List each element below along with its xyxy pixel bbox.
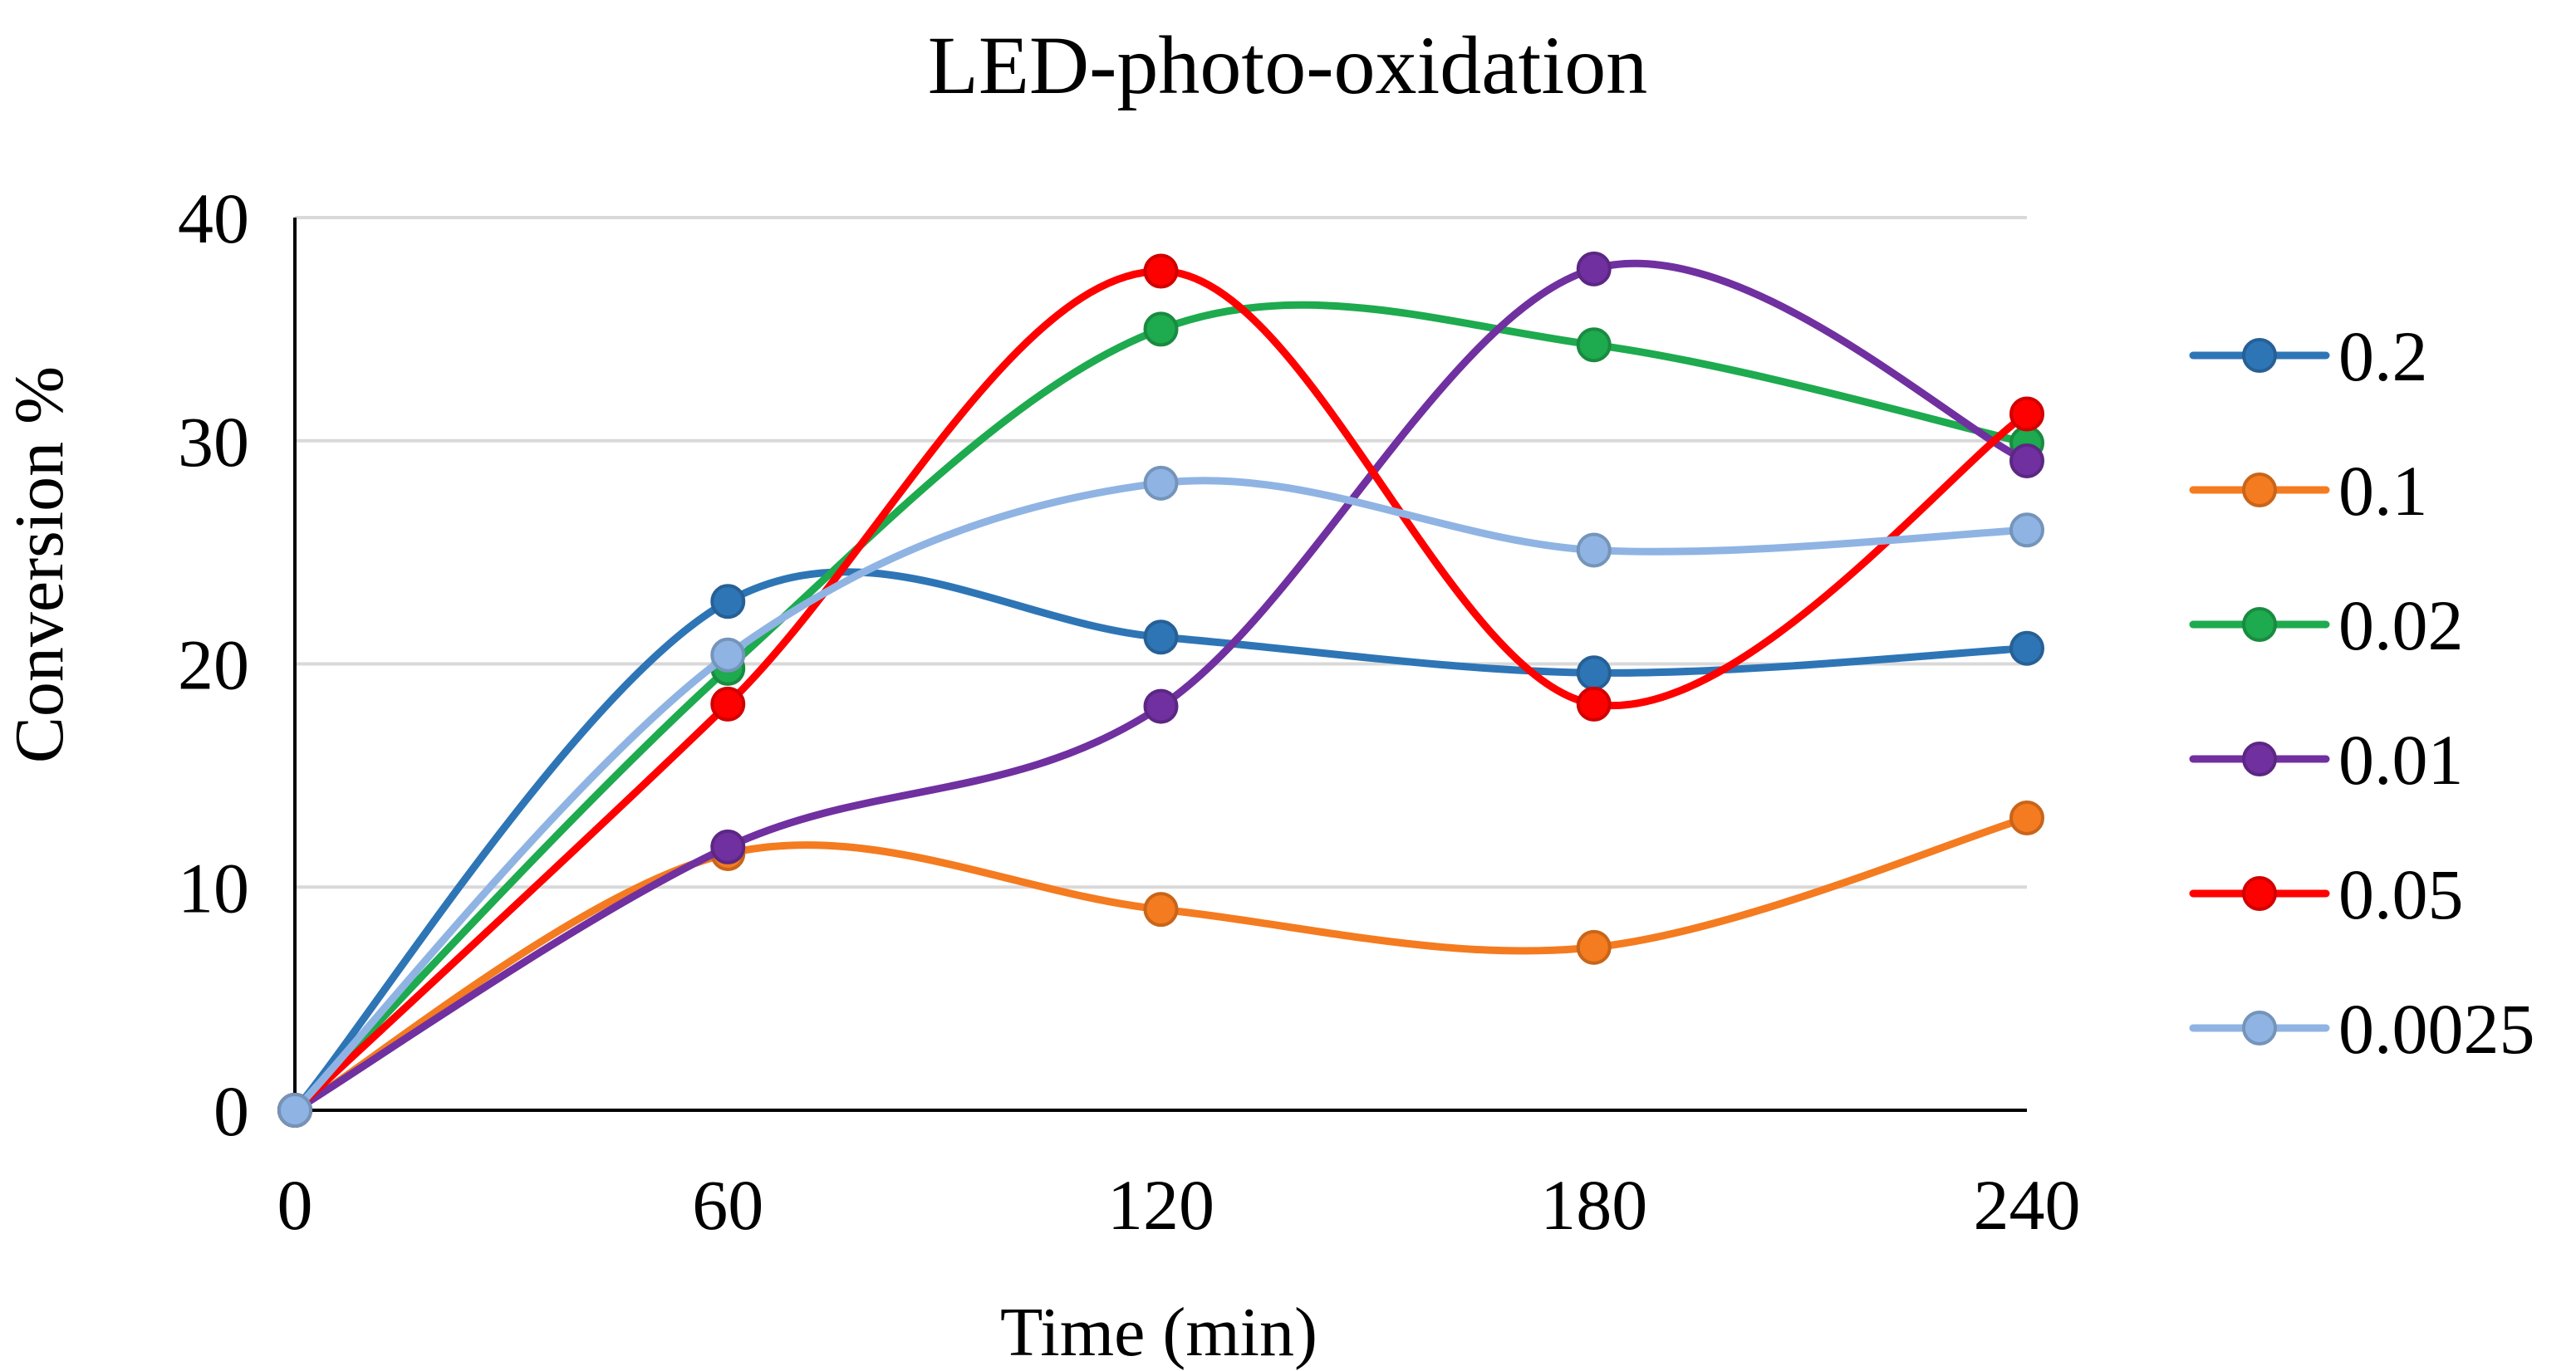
y-tick-label: 10 (178, 848, 249, 928)
data-point (1576, 532, 1612, 568)
data-point (1143, 253, 1179, 289)
legend-marker (2242, 473, 2277, 507)
legend: 0.2 0.1 0.02 0.01 0.05 0.0025 (2189, 316, 2535, 1069)
x-tick-label: 180 (1540, 1165, 1647, 1245)
y-axis-label: Conversion % (1, 366, 78, 763)
data-point (710, 686, 746, 722)
data-point (2009, 512, 2044, 548)
legend-label: 0.0025 (2338, 989, 2535, 1069)
data-point (1143, 311, 1179, 347)
legend-label: 0.01 (2338, 720, 2464, 800)
series-group (277, 251, 2044, 1128)
data-point (277, 1093, 312, 1128)
data-point (1576, 686, 1612, 722)
legend-item: 0.05 (2189, 854, 2464, 934)
data-point (1143, 619, 1179, 655)
legend-item: 0.01 (2189, 720, 2464, 800)
legend-marker (2242, 876, 2277, 911)
data-point (1143, 688, 1179, 724)
y-tick-labels: 0 10 20 30 40 (178, 179, 249, 1151)
y-tick-label: 0 (213, 1071, 249, 1151)
axes (293, 218, 2027, 1112)
data-point (2009, 396, 2044, 432)
legend-marker (2242, 607, 2277, 642)
data-point (710, 584, 746, 619)
series-line (291, 477, 2031, 1114)
data-point (1576, 327, 1612, 363)
x-tick-label: 240 (1974, 1165, 2081, 1245)
data-point (1143, 465, 1179, 501)
legend-item: 0.1 (2189, 451, 2428, 531)
data-point (1143, 892, 1179, 928)
data-point (2009, 443, 2044, 478)
legend-label: 0.02 (2338, 585, 2464, 665)
data-point (710, 637, 746, 673)
data-point (710, 829, 746, 864)
y-tick-label: 20 (178, 625, 249, 705)
data-point (2009, 630, 2044, 666)
legend-item: 0.02 (2189, 585, 2464, 665)
legend-marker (2242, 1011, 2277, 1045)
x-axis-label: Time (min) (1000, 1294, 1317, 1371)
legend-marker (2242, 338, 2277, 373)
legend-marker (2242, 742, 2277, 776)
legend-label: 0.05 (2338, 854, 2464, 934)
data-point (1576, 655, 1612, 691)
data-point (1576, 929, 1612, 965)
y-tick-label: 30 (178, 402, 249, 482)
x-tick-labels: 0 60 120 180 240 (277, 1165, 2081, 1245)
data-point (1576, 251, 1612, 286)
legend-label: 0.2 (2338, 316, 2428, 396)
x-tick-label: 120 (1107, 1165, 1214, 1245)
series-0.0025 (277, 465, 2044, 1128)
data-point (2009, 800, 2044, 835)
legend-item: 0.0025 (2189, 989, 2535, 1069)
series-line (291, 259, 2031, 1114)
y-tick-label: 40 (178, 179, 249, 258)
legend-label: 0.1 (2338, 451, 2428, 531)
series-line (291, 301, 2031, 1114)
x-tick-label: 60 (692, 1165, 763, 1245)
x-tick-label: 0 (277, 1165, 313, 1245)
chart-title: LED-photo-oxidation (928, 19, 1648, 111)
legend-item: 0.2 (2189, 316, 2428, 396)
series-line (291, 814, 2031, 1114)
